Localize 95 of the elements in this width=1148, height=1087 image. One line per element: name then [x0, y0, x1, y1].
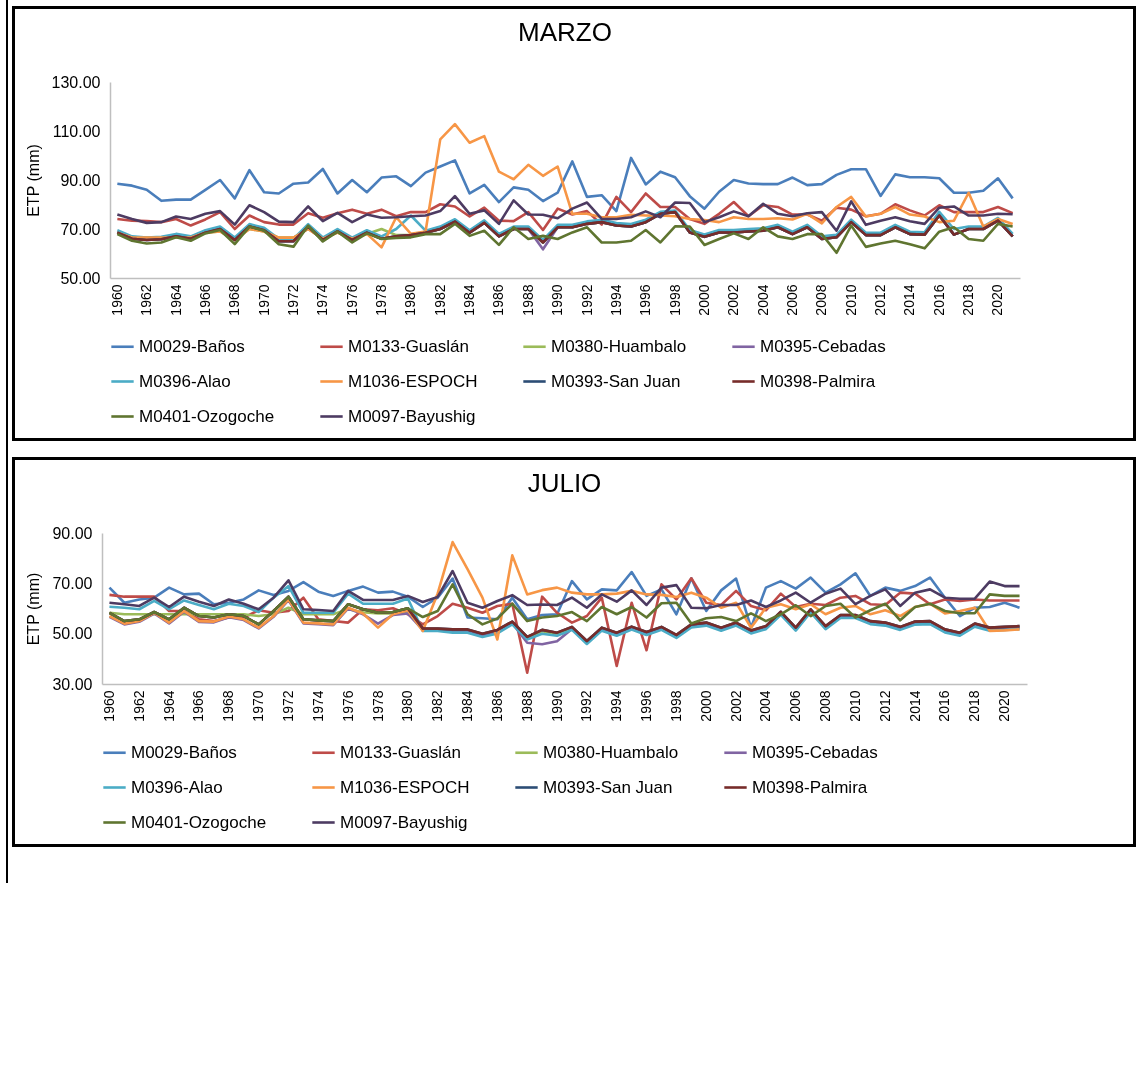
- x-tick-label: 1974: [314, 284, 331, 316]
- legend-label: M0133-Guaslán: [340, 742, 461, 762]
- y-tick-label: 50.00: [60, 269, 101, 287]
- x-tick-label: 1998: [666, 284, 683, 316]
- x-tick-label: 1984: [459, 690, 476, 722]
- x-tick-label: 1972: [279, 690, 296, 722]
- legend-label: M0380-Huambalo: [543, 742, 679, 762]
- x-tick-label: 2020: [989, 284, 1006, 316]
- x-tick-label: 1982: [431, 284, 448, 316]
- x-tick-label: 1966: [190, 690, 207, 722]
- x-tick-label: 2012: [872, 284, 889, 316]
- x-tick-label: 1986: [490, 284, 507, 316]
- legend-label: M0396-Alao: [139, 371, 231, 391]
- x-tick-label: 1982: [429, 690, 446, 722]
- x-tick-label: 1992: [578, 690, 595, 722]
- x-tick-label: 1990: [548, 690, 565, 722]
- x-tick-label: 1962: [130, 690, 147, 722]
- x-tick-label: 2010: [846, 690, 863, 722]
- x-tick-label: 1986: [488, 690, 505, 722]
- x-tick-label: 1976: [339, 690, 356, 722]
- x-tick-label: 2016: [936, 690, 953, 722]
- x-tick-label: 1978: [373, 284, 390, 316]
- x-tick-label: 2008: [813, 284, 830, 316]
- x-tick-label: 2012: [876, 690, 893, 722]
- y-tick-label: 90.00: [60, 171, 101, 189]
- y-axis-title: ETP (mm): [25, 572, 43, 646]
- x-tick-label: 1996: [637, 284, 654, 316]
- x-tick-label: 1988: [518, 690, 535, 722]
- x-tick-label: 2002: [727, 690, 744, 722]
- x-tick-label: 1994: [608, 690, 625, 722]
- x-tick-label: 1996: [638, 690, 655, 722]
- x-tick-label: 1968: [220, 690, 237, 722]
- x-tick-label: 2002: [725, 284, 742, 316]
- x-tick-label: 1970: [250, 690, 267, 722]
- legend-label: M0398-Palmira: [760, 371, 876, 391]
- legend-label: M0398-Palmira: [752, 777, 868, 797]
- legend-label: M0395-Cebadas: [760, 336, 886, 356]
- legend-label: M1036-ESPOCH: [340, 777, 470, 797]
- x-tick-label: 2010: [842, 284, 859, 316]
- legend-label: M0393-San Juan: [551, 371, 681, 391]
- y-tick-label: 50.00: [52, 625, 93, 643]
- y-tick-label: 110.00: [52, 122, 101, 140]
- x-tick-label: 2020: [996, 690, 1013, 722]
- x-tick-label: 1984: [461, 284, 478, 316]
- x-tick-label: 2016: [930, 284, 947, 316]
- x-tick-label: 1964: [167, 284, 184, 316]
- x-tick-label: 1966: [196, 284, 213, 316]
- x-tick-label: 2004: [754, 284, 771, 316]
- y-tick-label: 70.00: [60, 220, 101, 238]
- chart-title: MARZO: [518, 17, 612, 47]
- legend-label: M0097-Bayushig: [348, 406, 476, 426]
- x-tick-label: 2006: [784, 284, 800, 316]
- x-tick-label: 2000: [697, 690, 714, 722]
- legend-label: M0029-Baños: [139, 336, 245, 356]
- x-tick-label: 1960: [100, 690, 117, 722]
- chart-title: JULIO: [527, 468, 602, 498]
- legend-label: M0401-Ozogoche: [131, 812, 267, 832]
- x-tick-label: 1978: [369, 690, 386, 722]
- x-tick-label: 1974: [309, 690, 326, 722]
- y-axis-title: ETP (mm): [24, 144, 42, 217]
- x-tick-label: 1968: [226, 284, 243, 316]
- y-tick-label: 90.00: [52, 524, 93, 542]
- x-tick-label: 1970: [255, 284, 272, 316]
- x-tick-label: 1994: [607, 284, 624, 316]
- x-tick-label: 2004: [757, 690, 774, 722]
- x-tick-label: 2018: [966, 690, 983, 722]
- x-tick-label: 1998: [667, 690, 684, 722]
- x-tick-label: 2000: [695, 284, 712, 316]
- legend-label: M0395-Cebadas: [752, 742, 878, 762]
- x-tick-label: 1960: [108, 284, 125, 316]
- legend-label: M1036-ESPOCH: [348, 371, 478, 391]
- x-tick-label: 1972: [284, 284, 301, 316]
- y-tick-label: 30.00: [52, 675, 93, 693]
- x-tick-label: 1980: [399, 690, 416, 722]
- legend-label: M0133-Guaslán: [348, 336, 469, 356]
- y-tick-label: 130.00: [51, 73, 101, 91]
- x-tick-label: 2014: [906, 690, 923, 722]
- legend-label: M0097-Bayushig: [340, 812, 468, 832]
- x-tick-label: 1988: [519, 284, 536, 316]
- legend-label: M0380-Huambalo: [551, 336, 687, 356]
- x-tick-label: 1980: [402, 284, 419, 316]
- y-tick-label: 70.00: [52, 574, 93, 592]
- x-tick-label: 1962: [138, 284, 155, 316]
- x-tick-label: 1964: [160, 690, 177, 722]
- x-tick-label: 1990: [549, 284, 566, 316]
- legend-label: M0393-San Juan: [543, 777, 673, 797]
- x-tick-label: 2006: [787, 690, 804, 722]
- x-tick-label: 2014: [901, 284, 918, 316]
- x-tick-label: 2018: [960, 284, 977, 316]
- legend-label: M0401-Ozogoche: [139, 406, 275, 426]
- x-tick-label: 1992: [578, 284, 595, 316]
- x-tick-label: 1976: [343, 284, 360, 316]
- x-tick-label: 2008: [817, 690, 834, 722]
- legend-label: M0396-Alao: [131, 777, 223, 797]
- legend-label: M0029-Baños: [131, 742, 237, 762]
